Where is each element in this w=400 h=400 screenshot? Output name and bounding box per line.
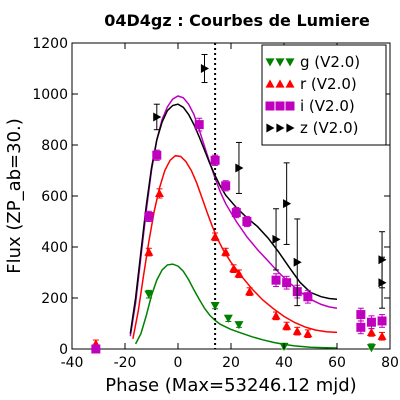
legend-marker-3 [266, 123, 275, 133]
legend-marker-0 [285, 58, 295, 67]
series-0 [144, 289, 376, 353]
legend-marker-2 [285, 101, 295, 111]
y-axis-label: Flux (ZP_ab=30.) [4, 118, 25, 274]
data-point-3-5 [293, 257, 302, 267]
legend-marker-1 [285, 79, 295, 88]
data-point-2-1 [144, 211, 154, 221]
data-point-1-2 [154, 188, 164, 198]
data-point-2-6 [231, 208, 241, 218]
data-point-3-0 [153, 112, 162, 122]
x-tick-label: -40 [61, 355, 84, 371]
data-point-2-9 [282, 278, 292, 288]
data-point-2-11 [303, 292, 313, 302]
x-tick-label: 20 [222, 355, 240, 371]
data-point-3-2 [235, 163, 244, 173]
x-axis-label: Phase (Max=53246.12 mjd) [105, 375, 356, 396]
chart-title: 04D4gz : Courbes de Lumiere [104, 11, 370, 30]
legend-label-1: r (V2.0) [300, 75, 357, 93]
data-point-0-3 [234, 321, 244, 330]
data-point-1-12 [366, 327, 376, 337]
data-point-2-5 [221, 181, 231, 191]
y-tick-label: 600 [41, 189, 68, 205]
data-point-2-12 [356, 310, 366, 320]
y-tick-label: 1200 [32, 36, 68, 52]
series-3 [153, 53, 387, 309]
data-point-3-4 [283, 199, 292, 209]
y-tick-label: 800 [41, 138, 68, 154]
legend-marker-3 [286, 123, 295, 133]
data-point-2-15 [377, 316, 387, 326]
x-tick-label: 80 [381, 355, 399, 371]
x-tick-label: 60 [328, 355, 346, 371]
data-point-2-3 [194, 120, 204, 130]
legend-marker-1 [265, 79, 275, 88]
data-point-1-6 [234, 269, 244, 278]
legend-marker-2 [275, 101, 285, 111]
legend-marker-0 [265, 58, 275, 67]
legend-marker-1 [275, 79, 285, 88]
data-point-3-1 [200, 64, 209, 73]
legend-marker-0 [275, 58, 285, 67]
data-point-2-14 [366, 317, 376, 327]
data-point-1-13 [377, 331, 387, 340]
data-point-1-1 [144, 247, 154, 256]
series-2 [91, 117, 387, 354]
data-point-2-13 [356, 322, 366, 332]
data-point-2-8 [271, 275, 281, 285]
data-point-1-7 [245, 287, 255, 296]
data-point-1-11 [303, 329, 313, 338]
data-point-2-0 [91, 344, 101, 354]
legend-label-0: g (V2.0) [300, 53, 360, 71]
data-point-1-10 [292, 326, 302, 335]
data-point-0-0 [144, 290, 154, 299]
data-point-2-4 [210, 155, 220, 165]
data-points [91, 53, 387, 354]
data-point-1-4 [221, 247, 231, 256]
data-point-0-1 [210, 302, 220, 311]
x-tick-label: 0 [174, 355, 183, 371]
data-point-0-2 [223, 314, 233, 323]
legend-label-3: z (V2.0) [300, 119, 358, 137]
data-point-2-2 [152, 150, 162, 160]
model-curve-3 [129, 103, 338, 334]
legend-marker-3 [276, 123, 285, 133]
y-tick-label: 1000 [32, 87, 68, 103]
y-tick-label: 200 [41, 291, 68, 307]
legend-marker-2 [265, 101, 275, 111]
data-point-3-3 [272, 234, 281, 244]
x-tick-label: -20 [114, 355, 137, 371]
data-point-1-9 [282, 321, 292, 330]
data-point-2-7 [242, 217, 252, 226]
data-point-0-5 [366, 344, 376, 353]
x-tick-label: 40 [275, 355, 293, 371]
y-tick-label: 400 [41, 240, 68, 256]
data-point-3-7 [378, 278, 387, 288]
data-point-1-3 [210, 232, 220, 241]
legend-label-2: i (V2.0) [300, 97, 355, 115]
data-point-1-5 [229, 264, 239, 273]
data-point-1-8 [271, 311, 281, 320]
series-1 [91, 188, 387, 349]
legend: g (V2.0) r (V2.0) i (V2.0) z (V2.0) [261, 44, 387, 146]
y-tick-label: 0 [59, 342, 68, 358]
